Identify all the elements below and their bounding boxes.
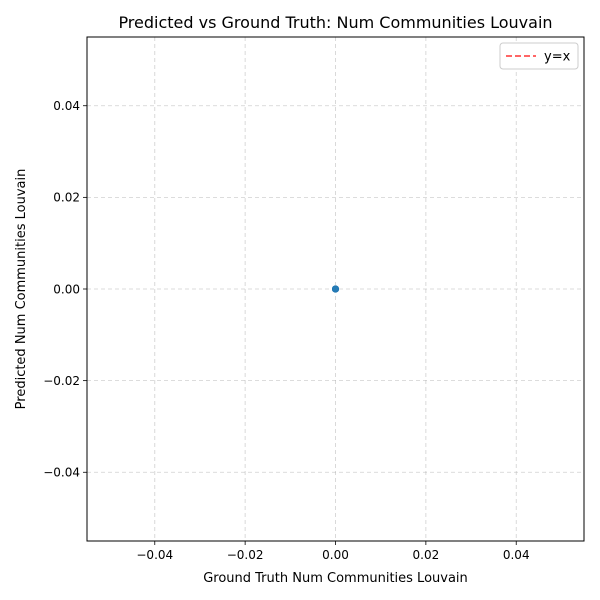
chart-title: Predicted vs Ground Truth: Num Communiti… — [118, 13, 552, 32]
y-tick-label: 0.04 — [53, 99, 80, 113]
legend: y=x — [499, 42, 579, 70]
x-axis-label: Ground Truth Num Communities Louvain — [203, 571, 468, 586]
x-axis-ticks: −0.04 −0.02 0.00 0.02 0.04 — [136, 541, 530, 562]
y-tick-label: 0.02 — [53, 191, 80, 205]
legend-frame — [499, 42, 579, 70]
data-points — [331, 285, 339, 293]
x-tick-label: −0.04 — [136, 548, 173, 562]
x-tick-label: 0.02 — [413, 548, 440, 562]
legend-label: y=x — [544, 50, 571, 65]
x-tick-label: 0.04 — [503, 548, 530, 562]
data-point — [331, 285, 339, 293]
y-tick-label: −0.04 — [43, 466, 80, 480]
y-axis-label: Predicted Num Communities Louvain — [14, 169, 29, 410]
x-tick-label: 0.00 — [322, 548, 349, 562]
y-tick-label: 0.00 — [53, 282, 80, 296]
y-tick-label: −0.02 — [43, 374, 80, 388]
plot-frame — [86, 36, 585, 542]
y-axis-ticks: −0.04 −0.02 0.00 0.02 0.04 — [43, 99, 87, 480]
x-tick-label: −0.02 — [227, 548, 264, 562]
